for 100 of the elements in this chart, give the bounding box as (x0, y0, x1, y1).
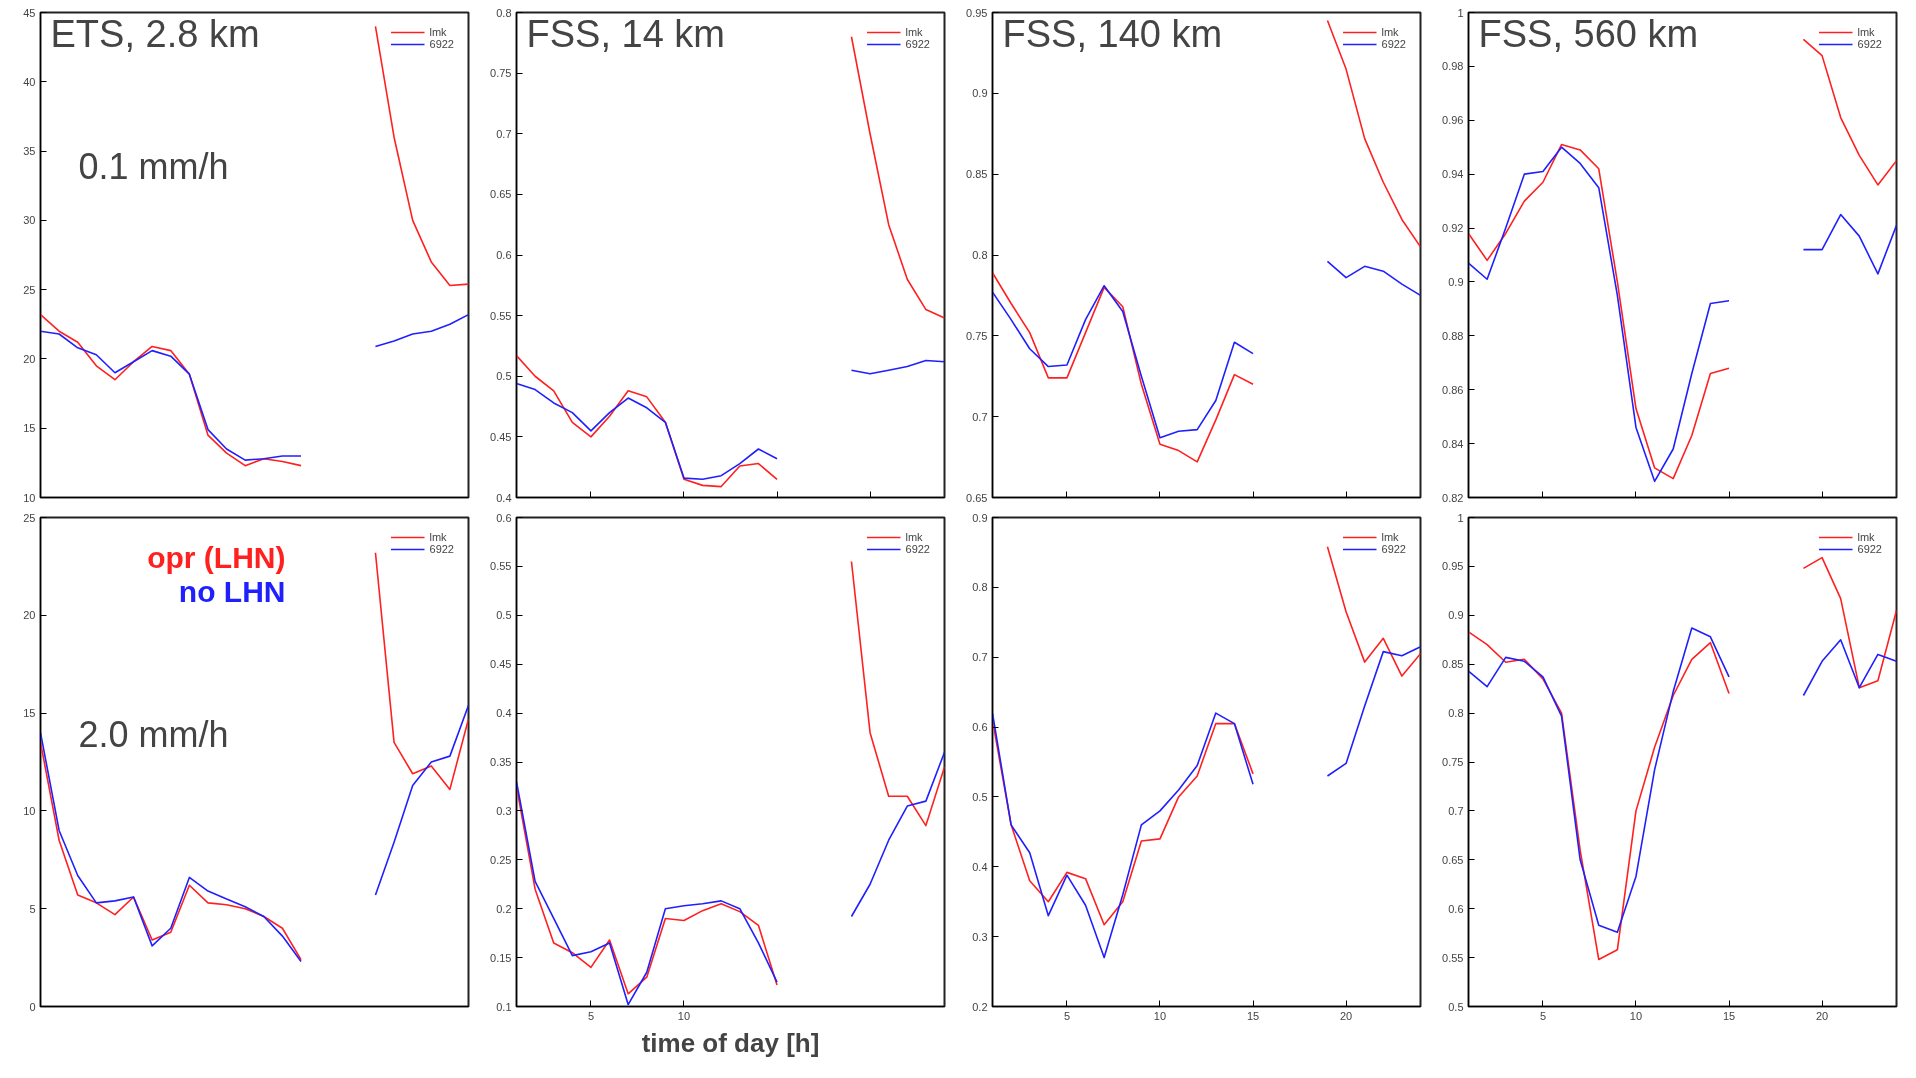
chart-title: FSS, 560 km (1478, 12, 1699, 55)
legend-label: 6922 (1857, 543, 1882, 555)
y-tick-label: 25 (23, 511, 36, 524)
x-tick-label: 5 (587, 1009, 594, 1022)
y-tick-label: 0.6 (1448, 902, 1464, 915)
y-tick-label: 0.7 (972, 410, 988, 423)
y-tick-label: 0.5 (496, 370, 512, 383)
legend-label: lmk (429, 26, 448, 38)
y-tick-label: 0.1 (496, 1000, 512, 1013)
y-tick-label: 0.92 (1442, 222, 1464, 235)
y-tick-label: 0.9 (1448, 609, 1464, 622)
y-tick-label: 0.3 (496, 804, 512, 817)
y-tick-label: 45 (23, 6, 36, 19)
annotation: opr (LHN) (147, 540, 286, 574)
annotation: 0.1 mm/h (78, 146, 229, 188)
y-tick-label: 0.65 (490, 188, 512, 201)
y-tick-label: 0.85 (966, 168, 988, 181)
chart-title: ETS, 2.8 km (50, 12, 260, 55)
y-tick-label: 0.84 (1442, 437, 1464, 450)
y-tick-label: 0.5 (496, 609, 512, 622)
y-tick-label: 0.6 (496, 511, 512, 524)
y-tick-label: 0.5 (1448, 1000, 1464, 1013)
y-tick-label: 20 (23, 609, 36, 622)
legend-label: lmk (429, 531, 448, 543)
y-tick-label: 0.6 (496, 249, 512, 261)
legend-label: lmk (1857, 26, 1876, 38)
y-tick-label: 0.75 (490, 67, 512, 80)
legend-label: lmk (905, 26, 924, 38)
y-tick-label: 0.55 (1442, 951, 1464, 964)
legend-label: lmk (1381, 26, 1400, 38)
y-tick-label: 1 (1457, 511, 1464, 524)
x-tick-label: 15 (1246, 1009, 1260, 1022)
x-tick-label: 10 (1153, 1009, 1167, 1022)
y-tick-label: 1 (1457, 6, 1464, 19)
y-tick-label: 0.6 (972, 721, 988, 734)
y-tick-label: 0.75 (1442, 756, 1464, 768)
y-tick-label: 0.96 (1442, 114, 1464, 127)
x-tick-label: 10 (1629, 1009, 1643, 1022)
legend-label: 6922 (905, 543, 930, 555)
legend-label: 6922 (905, 38, 930, 50)
y-tick-label: 0.2 (496, 902, 512, 915)
legend-label: lmk (1857, 531, 1876, 543)
chart-title: FSS, 14 km (526, 12, 725, 55)
y-tick-label: 25 (23, 283, 36, 296)
y-tick-label: 35 (23, 145, 36, 158)
y-tick-label: 30 (23, 214, 36, 227)
x-tick-label: 15 (1722, 1009, 1736, 1022)
legend-label: 6922 (429, 38, 454, 50)
annotation: 2.0 mm/h (78, 714, 229, 756)
y-tick-label: 0.65 (966, 491, 988, 504)
y-tick-label: 0.82 (1442, 491, 1464, 504)
y-tick-label: 0 (29, 1000, 36, 1013)
y-tick-label: 0.3 (972, 930, 988, 943)
x-tick-label: 20 (1339, 1009, 1353, 1022)
x-tick-label: 10 (677, 1009, 691, 1022)
y-tick-label: 20 (23, 352, 36, 365)
y-tick-label: 0.4 (972, 860, 988, 873)
y-tick-label: 0.8 (1448, 707, 1464, 720)
y-tick-label: 0.45 (490, 430, 512, 443)
legend-label: lmk (1381, 531, 1400, 543)
y-tick-label: 0.45 (490, 658, 512, 671)
y-tick-label: 15 (23, 707, 36, 720)
y-tick-label: 0.98 (1442, 60, 1464, 73)
y-tick-label: 0.35 (490, 756, 512, 768)
y-tick-label: 0.65 (1442, 853, 1464, 866)
y-tick-label: 0.7 (1448, 804, 1464, 817)
legend-label: 6922 (1857, 38, 1882, 50)
y-tick-label: 0.55 (490, 309, 512, 322)
chart-title: FSS, 140 km (1002, 12, 1223, 55)
y-tick-label: 0.2 (972, 1000, 988, 1013)
y-tick-label: 0.15 (490, 951, 512, 964)
y-tick-label: 0.95 (966, 6, 988, 19)
x-tick-label: 5 (1063, 1009, 1070, 1022)
y-tick-label: 0.75 (966, 329, 988, 342)
legend-label: 6922 (1381, 543, 1406, 555)
y-tick-label: 0.7 (496, 127, 512, 140)
x-tick-label: 20 (1815, 1009, 1829, 1022)
y-tick-label: 0.8 (972, 581, 988, 594)
y-tick-label: 0.8 (496, 6, 512, 19)
legend-label: 6922 (1381, 38, 1406, 50)
y-tick-label: 0.9 (1448, 275, 1464, 288)
y-tick-label: 0.8 (972, 249, 988, 261)
y-tick-label: 0.5 (972, 790, 988, 803)
y-tick-label: 0.4 (496, 707, 512, 720)
y-tick-label: 0.95 (1442, 560, 1464, 573)
y-tick-label: 10 (23, 491, 36, 504)
y-tick-label: 0.55 (490, 560, 512, 573)
annotation: no LHN (178, 574, 286, 608)
y-tick-label: 0.4 (496, 491, 512, 504)
y-tick-label: 0.94 (1442, 168, 1464, 181)
y-tick-label: 0.85 (1442, 658, 1464, 671)
x-tick-label: 5 (1539, 1009, 1546, 1022)
y-tick-label: 40 (23, 75, 36, 88)
x-axis-title: time of day [h] (641, 1027, 820, 1058)
y-tick-label: 0.7 (972, 651, 988, 664)
y-tick-label: 0.88 (1442, 329, 1464, 342)
y-tick-label: 0.86 (1442, 383, 1464, 396)
y-tick-label: 0.25 (490, 853, 512, 866)
y-tick-label: 5 (29, 902, 36, 915)
y-tick-label: 10 (23, 804, 36, 817)
